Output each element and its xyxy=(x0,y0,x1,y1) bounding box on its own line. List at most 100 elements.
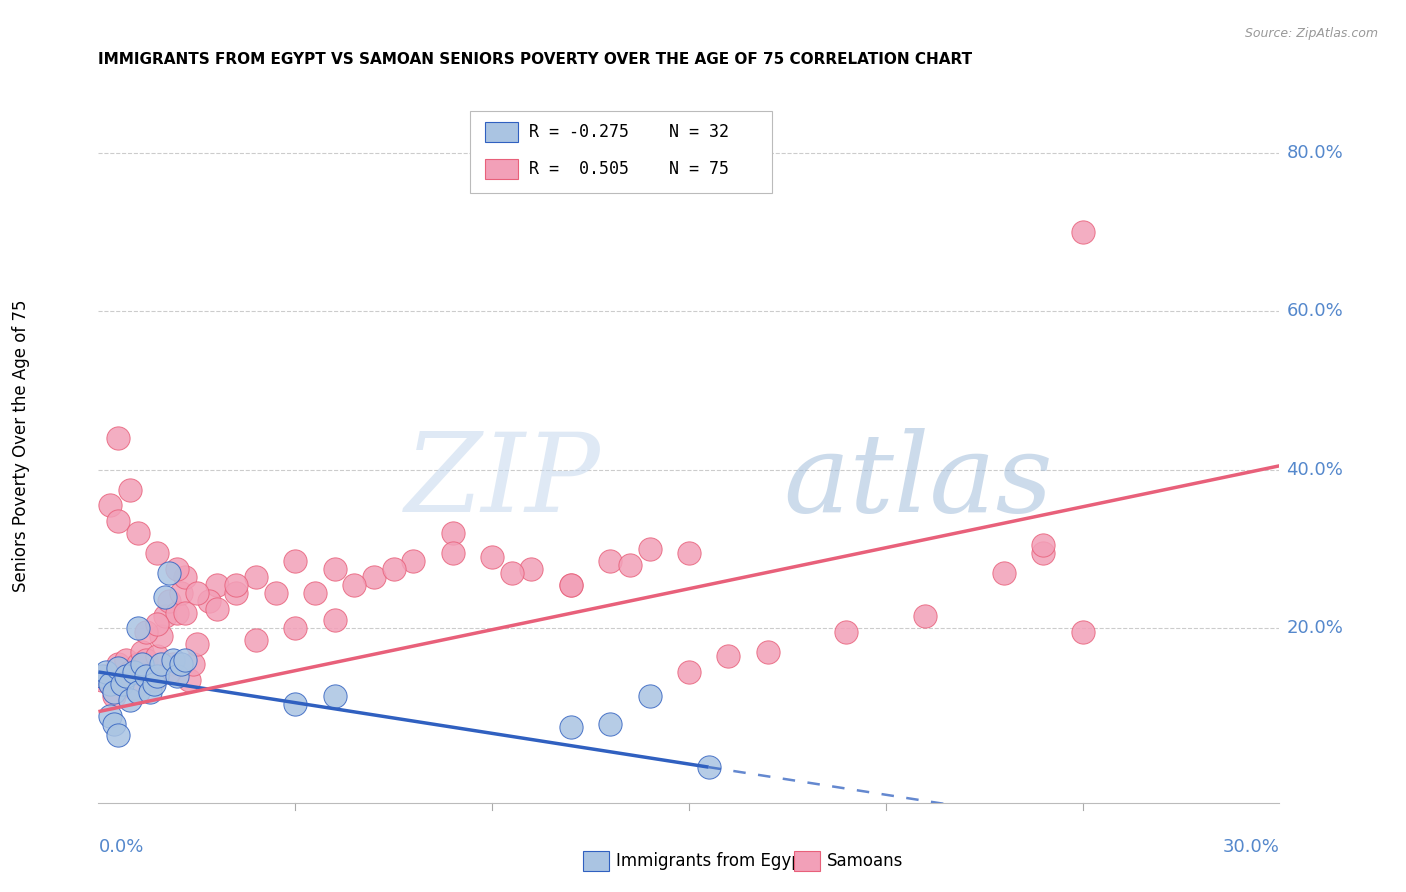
Point xyxy=(155,590,177,604)
Point xyxy=(146,669,169,683)
Text: Samoans: Samoans xyxy=(827,852,903,870)
Text: Seniors Poverty Over the Age of 75: Seniors Poverty Over the Age of 75 xyxy=(13,300,30,592)
Point xyxy=(225,578,247,592)
Point xyxy=(284,697,307,711)
Point xyxy=(131,645,153,659)
Point xyxy=(697,760,720,774)
Point xyxy=(1071,225,1094,239)
Point xyxy=(343,578,366,592)
Point xyxy=(96,669,118,683)
Point xyxy=(914,609,936,624)
Point xyxy=(197,593,219,607)
Text: 20.0%: 20.0% xyxy=(1286,619,1343,638)
Point xyxy=(135,625,157,640)
Point xyxy=(118,483,141,497)
Point xyxy=(619,558,641,572)
Point xyxy=(441,546,464,560)
Point xyxy=(245,570,267,584)
FancyBboxPatch shape xyxy=(485,122,517,142)
Point xyxy=(98,677,121,691)
Text: atlas: atlas xyxy=(783,428,1053,535)
Point xyxy=(111,677,134,691)
Text: Immigrants from Egypt: Immigrants from Egypt xyxy=(616,852,808,870)
Point xyxy=(107,657,129,671)
Point xyxy=(115,653,138,667)
Point xyxy=(162,653,184,667)
Point xyxy=(756,645,779,659)
Point xyxy=(98,677,121,691)
Point xyxy=(501,566,523,580)
Point xyxy=(138,669,160,683)
Point xyxy=(205,601,228,615)
Point xyxy=(678,546,700,560)
Point xyxy=(150,657,173,671)
Point xyxy=(91,673,114,687)
Point xyxy=(103,716,125,731)
Point xyxy=(118,692,141,706)
Point xyxy=(122,665,145,679)
Point xyxy=(304,585,326,599)
Point xyxy=(166,606,188,620)
Point xyxy=(993,566,1015,580)
Text: R = -0.275    N = 32: R = -0.275 N = 32 xyxy=(530,123,730,141)
Point xyxy=(170,657,193,671)
Point xyxy=(157,566,180,580)
Point xyxy=(1032,546,1054,560)
Text: 40.0%: 40.0% xyxy=(1286,461,1343,479)
Point xyxy=(146,649,169,664)
Point xyxy=(1032,538,1054,552)
Point xyxy=(717,649,740,664)
Text: R =  0.505    N = 75: R = 0.505 N = 75 xyxy=(530,161,730,178)
Point xyxy=(127,526,149,541)
Point xyxy=(186,585,208,599)
Point xyxy=(131,657,153,671)
Point xyxy=(264,585,287,599)
Point xyxy=(599,716,621,731)
Point xyxy=(323,614,346,628)
Point xyxy=(678,665,700,679)
Point xyxy=(115,669,138,683)
Point xyxy=(127,657,149,671)
Text: ZIP: ZIP xyxy=(405,428,600,535)
Point xyxy=(103,685,125,699)
Point xyxy=(107,728,129,742)
Point xyxy=(135,669,157,683)
Point xyxy=(174,653,197,667)
Text: Source: ZipAtlas.com: Source: ZipAtlas.com xyxy=(1244,27,1378,40)
Point xyxy=(402,554,425,568)
Point xyxy=(284,554,307,568)
Point xyxy=(111,673,134,687)
Point xyxy=(96,665,118,679)
Point xyxy=(638,542,661,557)
Text: 60.0%: 60.0% xyxy=(1286,302,1343,320)
Point xyxy=(142,673,165,687)
FancyBboxPatch shape xyxy=(471,111,772,193)
Point xyxy=(520,562,543,576)
FancyBboxPatch shape xyxy=(485,159,517,179)
Point xyxy=(186,637,208,651)
Point xyxy=(166,669,188,683)
Point xyxy=(174,570,197,584)
Point xyxy=(638,689,661,703)
Point xyxy=(363,570,385,584)
Text: IMMIGRANTS FROM EGYPT VS SAMOAN SENIORS POVERTY OVER THE AGE OF 75 CORRELATION C: IMMIGRANTS FROM EGYPT VS SAMOAN SENIORS … xyxy=(98,52,973,67)
Point xyxy=(560,578,582,592)
Point xyxy=(122,681,145,695)
Point xyxy=(146,546,169,560)
Point xyxy=(481,549,503,564)
Point xyxy=(98,499,121,513)
Point xyxy=(142,677,165,691)
Point xyxy=(245,633,267,648)
Point xyxy=(146,617,169,632)
Point xyxy=(107,661,129,675)
Point xyxy=(284,621,307,635)
Text: 0.0%: 0.0% xyxy=(98,838,143,856)
Point xyxy=(166,562,188,576)
Point xyxy=(441,526,464,541)
Point xyxy=(599,554,621,568)
Point xyxy=(157,665,180,679)
Point xyxy=(560,721,582,735)
Point xyxy=(107,431,129,445)
Point xyxy=(323,689,346,703)
Point xyxy=(127,621,149,635)
